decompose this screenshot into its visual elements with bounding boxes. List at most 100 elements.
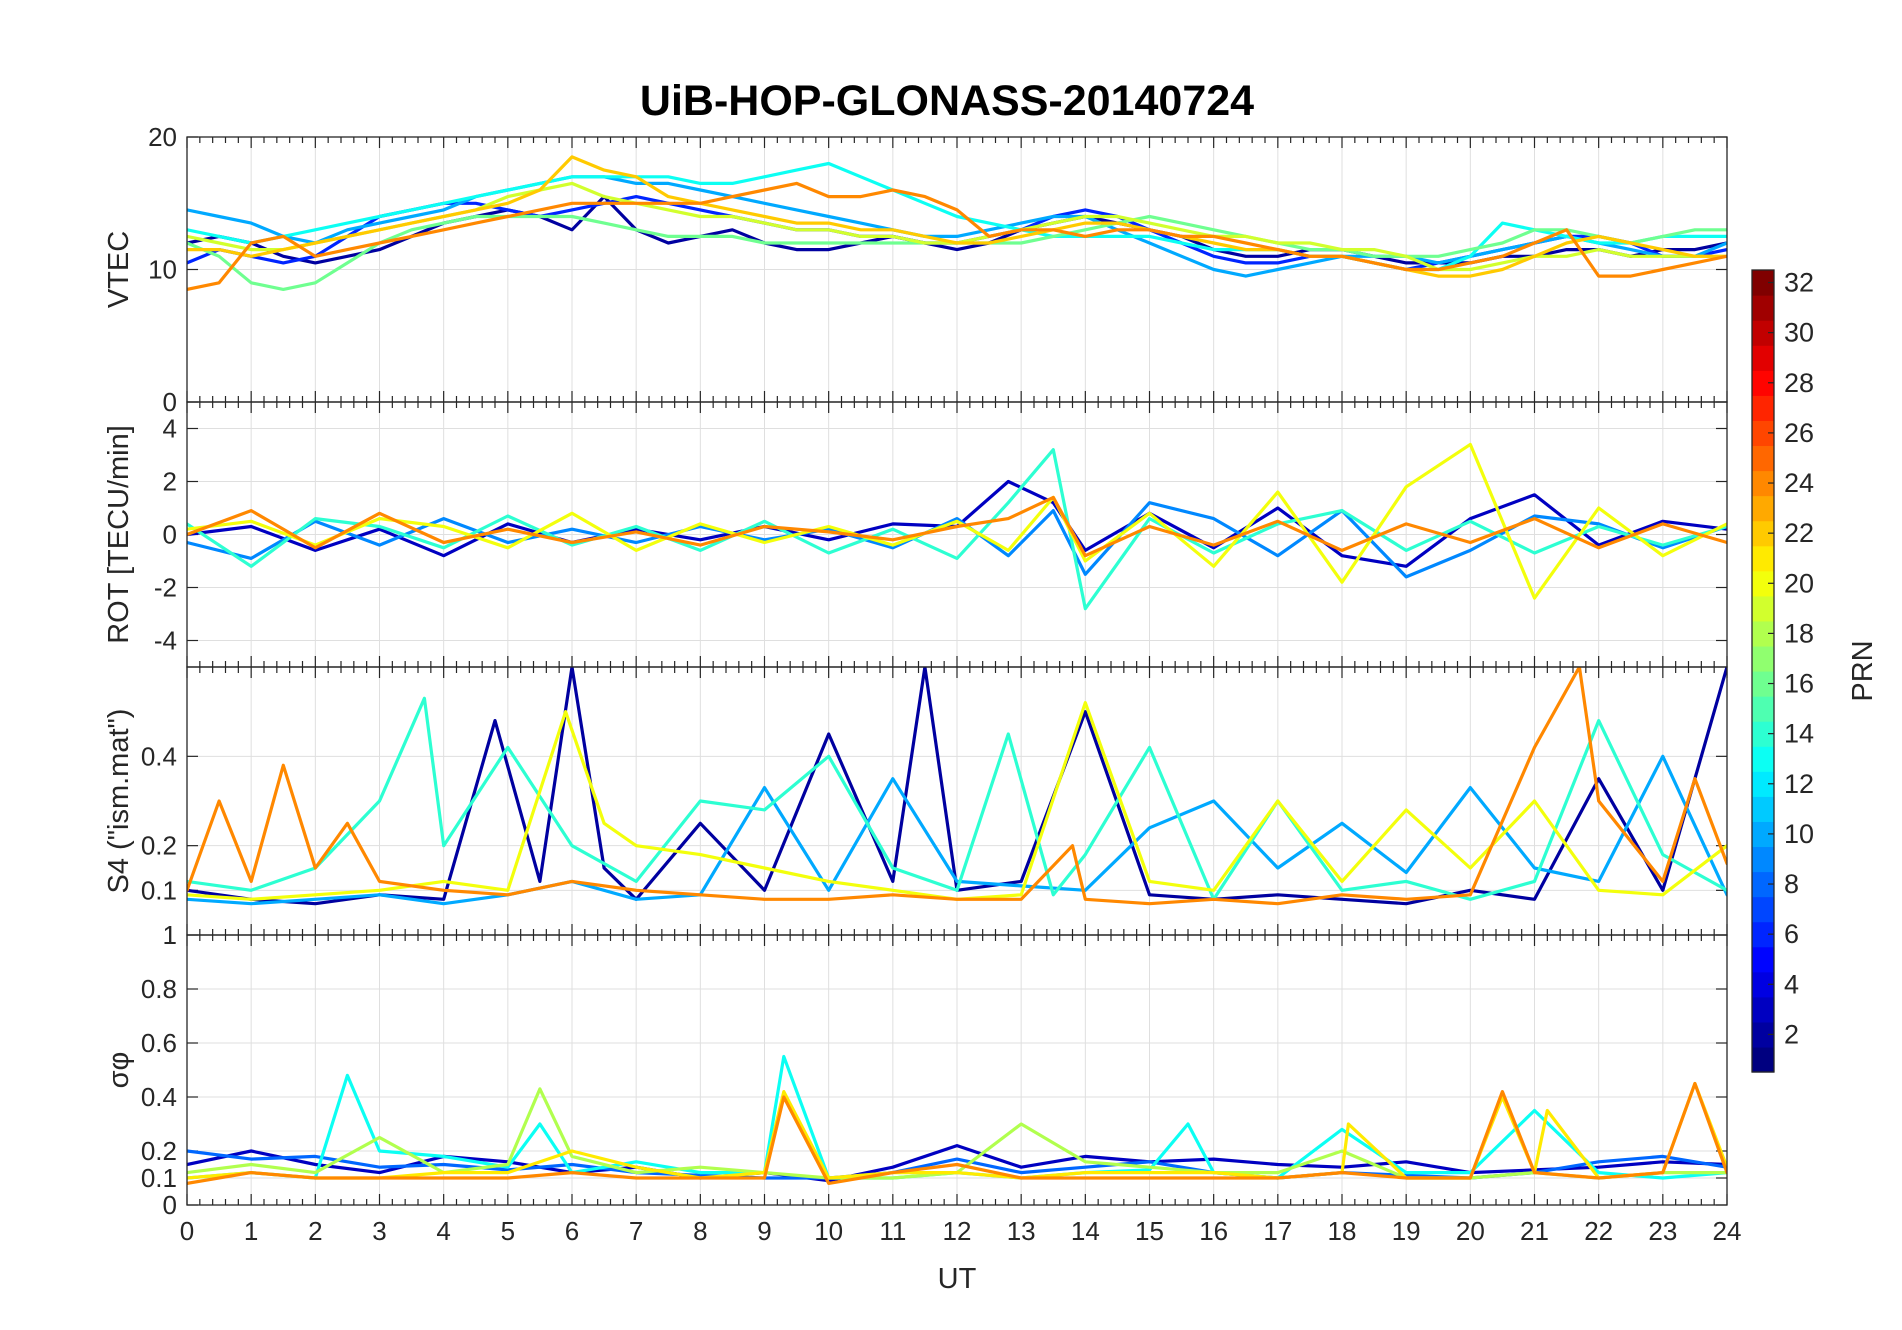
colorbar-segment: [1752, 495, 1774, 522]
y-tick-label: 0: [163, 520, 177, 550]
colorbar-segment: [1752, 595, 1774, 622]
x-tick-label: 18: [1328, 1216, 1357, 1246]
series-line-prn-24: [187, 1081, 1727, 1186]
x-tick-label: 6: [565, 1216, 579, 1246]
colorbar-tick-label: 14: [1784, 719, 1814, 749]
colorbar-segment: [1752, 721, 1774, 747]
colorbar-segment: [1752, 420, 1774, 447]
y-tick-label: 0.4: [141, 741, 177, 771]
y-axis-label: ROT [TECU/min]: [103, 425, 135, 644]
series-line-prn-22: [187, 155, 1727, 278]
colorbar-segment: [1752, 921, 1774, 948]
colorbar-tick-label: 30: [1784, 318, 1814, 348]
colorbar-segment: [1752, 345, 1774, 371]
colorbar-segment: [1752, 846, 1774, 873]
x-tick-label: 22: [1584, 1216, 1613, 1246]
x-tick-label: 20: [1456, 1216, 1485, 1246]
series-line-prn-20: [187, 701, 1727, 901]
y-tick-label: 0.1: [141, 875, 177, 905]
panel-s4: 0.1 0.2 0.4S4 ("ism.mat"): [103, 666, 1728, 936]
colorbar-tick-label: 20: [1784, 568, 1814, 598]
colorbar-tick-label: 6: [1784, 919, 1799, 949]
y-tick-label: 0: [163, 1190, 177, 1220]
colorbar-label: PRN: [1847, 640, 1879, 701]
x-tick-label: 2: [308, 1216, 322, 1246]
y-tick-label: 2: [163, 467, 177, 497]
colorbar-tick-label: 4: [1784, 969, 1799, 999]
y-tick-label: 10: [148, 255, 177, 285]
x-tick-label: 13: [1007, 1216, 1036, 1246]
x-tick-label: 0: [180, 1216, 194, 1246]
colorbar-segment: [1752, 746, 1774, 772]
x-tick-label: 21: [1520, 1216, 1549, 1246]
x-tick-label: 9: [757, 1216, 771, 1246]
series-line-prn-14: [187, 696, 1727, 901]
colorbar-tick-label: 10: [1784, 819, 1814, 849]
series-line-prn-24: [187, 181, 1727, 291]
y-tick-label: 4: [163, 414, 177, 444]
series-group: [187, 1054, 1727, 1186]
x-tick-label: 5: [501, 1216, 515, 1246]
panel-sigma_phi: 00.10.2 0.4 0.6 0.8 1 σφ: [103, 920, 1728, 1220]
colorbar-segment: [1752, 1046, 1774, 1073]
colorbar-segment: [1752, 645, 1774, 672]
colorbar-segment: [1752, 470, 1774, 497]
colorbar-tick-label: 22: [1784, 518, 1814, 548]
plot-frame: [186, 934, 1728, 1206]
series-line-prn-24: [187, 495, 1727, 558]
colorbar-segment: [1752, 871, 1774, 898]
colorbar-segment: [1752, 796, 1774, 822]
colorbar-segment: [1752, 395, 1774, 421]
colorbar-segment: [1752, 771, 1774, 797]
colorbar-tick-label: 18: [1784, 618, 1814, 648]
series-group: [187, 442, 1727, 611]
x-tick-label: 12: [943, 1216, 972, 1246]
y-axis-label: σφ: [103, 1052, 135, 1089]
colorbar-frame: [1751, 269, 1775, 1073]
colorbar-tick-label: 16: [1784, 669, 1814, 699]
x-tick-label: 24: [1713, 1216, 1742, 1246]
colorbar-tick-label: 28: [1784, 368, 1814, 398]
x-tick-label: 8: [693, 1216, 707, 1246]
y-tick-label: 0.8: [141, 974, 177, 1004]
x-tick-label: 3: [372, 1216, 386, 1246]
y-tick-label: 1: [163, 920, 177, 950]
colorbar-segment: [1752, 570, 1774, 597]
series-group: [187, 667, 1727, 906]
colorbar-segment: [1752, 520, 1774, 547]
y-tick-label: 0.6: [141, 1028, 177, 1058]
colorbar-segment: [1752, 1021, 1774, 1048]
colorbar-segment: [1752, 821, 1774, 848]
colorbar-tick-label: 32: [1784, 268, 1814, 298]
y-tick-label: 0.1: [141, 1163, 177, 1193]
y-tick-label: 0.2: [141, 1136, 177, 1166]
colorbar-segment: [1752, 671, 1774, 697]
series-line-prn-20: [187, 442, 1727, 600]
series-line-prn-21: [187, 1081, 1727, 1180]
y-tick-label: -4: [154, 626, 177, 656]
colorbar-segment: [1752, 370, 1774, 396]
colorbar-segment: [1752, 270, 1774, 296]
y-tick-label: 0.4: [141, 1082, 177, 1112]
colorbar-segment: [1752, 320, 1774, 346]
colorbar-segment: [1752, 971, 1774, 998]
colorbar-segment: [1752, 996, 1774, 1023]
colorbar-segment: [1752, 295, 1774, 321]
x-tick-label: 17: [1263, 1216, 1292, 1246]
colorbar-tick-label: 24: [1784, 468, 1814, 498]
x-tick-label: 1: [244, 1216, 258, 1246]
x-tick-label: 7: [629, 1216, 643, 1246]
colorbar-segment: [1752, 946, 1774, 973]
panel-vtec: 0 10 20 VTEC: [103, 122, 1728, 417]
x-tick-label: 15: [1135, 1216, 1164, 1246]
x-axis-label: UT: [938, 1263, 977, 1295]
colorbar-segment: [1752, 696, 1774, 722]
y-tick-label: 0.2: [141, 831, 177, 861]
y-tick-label: 0: [163, 387, 177, 417]
x-tick-label: 23: [1648, 1216, 1677, 1246]
y-axis-label: S4 ("ism.mat"): [103, 709, 135, 894]
series-line-prn-13: [187, 161, 1727, 272]
y-axis-label: VTEC: [103, 231, 135, 308]
